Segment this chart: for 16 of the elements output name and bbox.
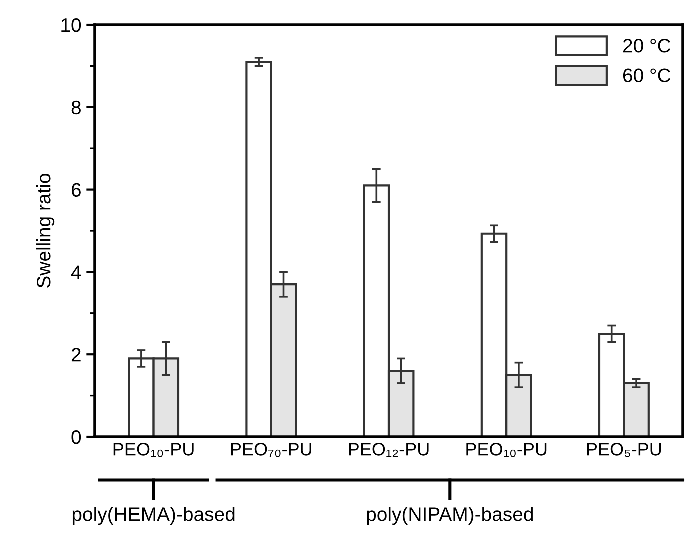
x-tick-label: PEO₇₀-PU [231, 443, 312, 458]
y-tick-label: 6 [72, 183, 81, 198]
x-tick-label: PEO₁₀-PU [466, 443, 547, 458]
legend-label: 60 °C [623, 68, 671, 83]
legend-label: 20 °C [623, 39, 671, 53]
x-tick-label: PEO₅-PU [587, 443, 662, 458]
text: poly(HEMA)-based [72, 507, 235, 526]
y-tick-label: 0 [72, 430, 82, 444]
y-tick-label: 8 [72, 100, 81, 115]
text: poly(NIPAM)-based [367, 507, 534, 526]
y-tick-label: 4 [71, 266, 82, 280]
y-axis-title: Swelling ratio [36, 174, 55, 288]
x-tick-label: PEO₁₀-PU [114, 443, 194, 458]
y-tick-label: 10 [62, 18, 82, 32]
y-tick-label: 2 [72, 348, 81, 362]
x-tick-label: PEO₁₂-PU [349, 443, 429, 458]
